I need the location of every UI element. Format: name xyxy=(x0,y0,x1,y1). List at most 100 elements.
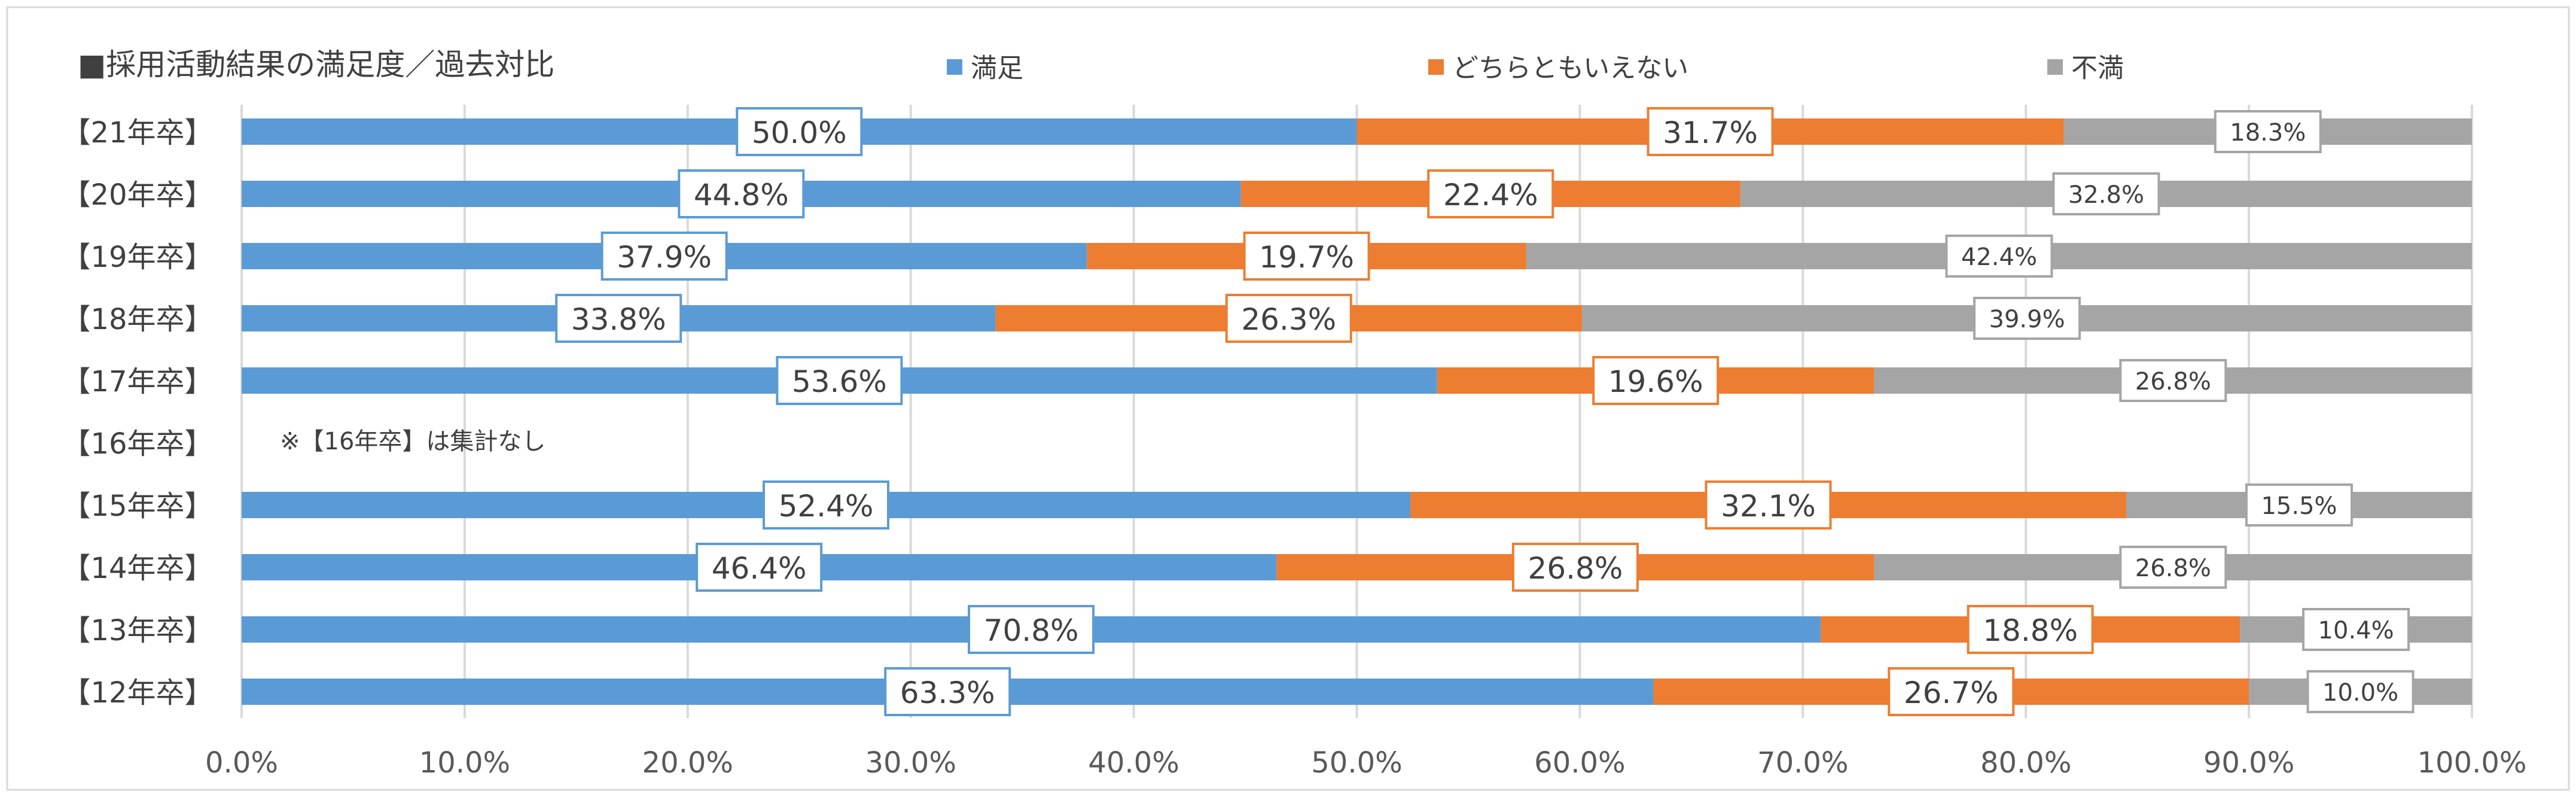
x-tick-label: 80.0% xyxy=(1980,746,2071,780)
data-label-text: 22.4% xyxy=(1443,178,1538,212)
data-label: 26.8% xyxy=(2119,359,2227,402)
data-label-box xyxy=(1945,235,2053,278)
data-label: 39.9% xyxy=(1973,297,2081,340)
data-label: 53.6% xyxy=(776,356,903,405)
x-tick-label: 30.0% xyxy=(865,746,956,780)
data-label-text: 26.8% xyxy=(2135,555,2211,582)
legend-item-3: 不満 xyxy=(2047,53,2124,84)
legend-label: 不満 xyxy=(2071,53,2124,84)
data-label-box xyxy=(600,232,728,281)
data-label-box xyxy=(1888,667,2015,716)
data-label: 10.0% xyxy=(2306,670,2415,713)
data-label-text: 63.3% xyxy=(900,676,995,710)
data-label-text: 39.9% xyxy=(1989,306,2065,333)
data-label-text: 19.7% xyxy=(1259,240,1354,275)
data-label-text: 26.8% xyxy=(1528,551,1623,586)
data-label-box xyxy=(762,480,889,530)
x-tick-label: 0.0% xyxy=(205,746,278,780)
data-label-text: 52.4% xyxy=(779,489,874,524)
category-label: 【13年卒】 xyxy=(62,614,213,647)
data-label: 26.8% xyxy=(1511,543,1639,592)
data-label-box xyxy=(1427,169,1554,218)
data-label-box xyxy=(1592,356,1720,405)
x-tick-label: 40.0% xyxy=(1088,746,1179,780)
data-label: 18.8% xyxy=(1967,605,2094,654)
data-label-box xyxy=(555,294,682,343)
legend-swatch xyxy=(2047,59,2063,75)
category-label: 【12年卒】 xyxy=(62,676,213,710)
category-label: 【21年卒】 xyxy=(62,116,213,150)
data-label-text: 53.6% xyxy=(792,364,887,399)
data-label-box xyxy=(2306,670,2415,713)
legend-item-2: どちらともいえない xyxy=(1428,53,1688,84)
data-label-text: 10.0% xyxy=(2322,679,2398,707)
category-label: 【19年卒】 xyxy=(62,241,213,274)
data-label: 50.0% xyxy=(736,107,863,156)
data-label-text: 46.4% xyxy=(712,551,807,586)
x-tick-label: 50.0% xyxy=(1311,746,1402,780)
data-label-text: 42.4% xyxy=(1961,244,2037,271)
data-label: 31.7% xyxy=(1647,107,1774,156)
data-label: 26.8% xyxy=(2119,546,2227,589)
data-label-box xyxy=(1967,605,2094,654)
data-label-text: 70.8% xyxy=(984,613,1079,648)
legend-item-1: 満足 xyxy=(947,53,1023,84)
x-tick-label: 90.0% xyxy=(2203,746,2294,780)
data-label: 44.8% xyxy=(678,169,805,218)
data-label-text: 19.6% xyxy=(1608,364,1703,399)
legend-label: 満足 xyxy=(971,53,1023,84)
chart-title: ■採用活動結果の満足度／過去対比 xyxy=(78,47,554,82)
data-label-box xyxy=(2052,172,2160,215)
data-label: 33.8% xyxy=(555,294,682,343)
data-label-box xyxy=(2119,546,2227,589)
data-label-text: 26.8% xyxy=(2135,368,2211,396)
data-label: 19.6% xyxy=(1592,356,1720,405)
category-label: 【18年卒】 xyxy=(62,303,213,336)
category-label: 【20年卒】 xyxy=(62,178,213,212)
data-label-box xyxy=(2302,608,2410,651)
data-label: 70.8% xyxy=(968,605,1095,654)
data-label-text: 26.3% xyxy=(1241,302,1336,337)
x-tick-label: 70.0% xyxy=(1757,746,1848,780)
data-label: 19.7% xyxy=(1243,232,1370,281)
data-label-text: 31.7% xyxy=(1663,115,1758,150)
data-label-text: 10.4% xyxy=(2318,617,2394,644)
data-label-box xyxy=(1705,480,1832,530)
data-label-text: 37.9% xyxy=(617,240,712,275)
data-label: 22.4% xyxy=(1427,169,1554,218)
data-label-text: 26.7% xyxy=(1904,676,1999,710)
category-label: 【17年卒】 xyxy=(62,365,213,398)
data-label-text: 33.8% xyxy=(571,302,666,337)
data-label: 46.4% xyxy=(696,543,823,592)
data-label: 37.9% xyxy=(600,232,728,281)
data-label-box xyxy=(968,605,1095,654)
data-label-box xyxy=(1973,297,2081,340)
category-label: 【16年卒】 xyxy=(62,427,213,461)
category-label: 【14年卒】 xyxy=(62,552,213,585)
data-label-box xyxy=(1647,107,1774,156)
data-label: 26.3% xyxy=(1225,294,1352,343)
data-label: 10.4% xyxy=(2302,608,2410,651)
legend-label: どちらともいえない xyxy=(1452,53,1688,84)
data-label: 42.4% xyxy=(1945,235,2053,278)
legend-swatch xyxy=(1428,59,1444,75)
annotation-no-data: ※【16年卒】は集計なし xyxy=(280,428,545,455)
data-label-text: 15.5% xyxy=(2261,492,2337,520)
data-label-text: 50.0% xyxy=(752,115,847,150)
x-tick-label: 60.0% xyxy=(1534,746,1625,780)
data-label: 18.3% xyxy=(2214,110,2322,153)
data-label: 63.3% xyxy=(884,667,1011,716)
data-label-box xyxy=(2245,483,2354,527)
data-label: 15.5% xyxy=(2245,483,2354,527)
data-label-box xyxy=(1225,294,1352,343)
data-label-text: 44.8% xyxy=(694,178,789,212)
data-label-box xyxy=(2214,110,2322,153)
x-tick-label: 100.0% xyxy=(2417,746,2526,780)
data-label-text: 18.3% xyxy=(2230,119,2306,147)
data-label-box xyxy=(736,107,863,156)
category-label: 【15年卒】 xyxy=(62,489,213,523)
x-tick-label: 20.0% xyxy=(642,746,733,780)
data-label-box xyxy=(678,169,805,218)
